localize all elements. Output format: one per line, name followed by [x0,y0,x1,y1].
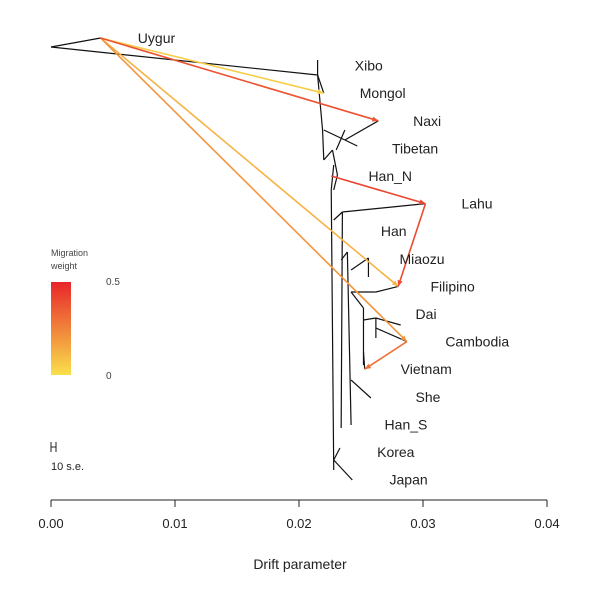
tree-edge [344,120,379,141]
x-axis-title: Drift parameter [253,556,347,572]
tree-edge [50,46,318,76]
tree-edge [333,211,343,221]
tree-edge [330,164,335,191]
tree-edge [333,459,353,481]
tip-label-xibo: Xibo [355,58,383,74]
tip-label-uygur: Uygur [138,30,176,46]
tip-label-she: She [416,389,441,405]
legend-min-label: 0 [106,371,112,382]
tree-edge [317,74,324,131]
tree-edge [350,379,372,399]
migration-arrowhead [317,89,324,95]
legend-title-line2: weight [50,261,78,271]
tree-edge [317,74,325,94]
migration-edge [100,37,379,122]
tree-edge [340,251,348,261]
tree-edge [323,149,333,161]
tree-edge [330,189,335,471]
tree-edge [340,211,343,429]
legend-max-label: 0.5 [106,277,120,288]
migration-edge [364,340,408,370]
tree-edge [321,129,325,161]
tree-edge [350,291,364,309]
migration-arrowhead [400,335,407,342]
tree-edge [50,37,101,48]
tip-label-han: Han [381,223,407,239]
tip-label-japan: Japan [390,472,428,488]
x-axis: 0.00 0.01 0.02 0.03 0.04 [38,499,560,531]
migration-arrowhead [391,280,399,287]
tip-labels: Uygur Xibo Mongol Naxi Tibetan Han_N Lahu Han Mi… [138,30,510,488]
tip-label-dai: Dai [416,306,437,322]
tip-label-cambodia: Cambodia [445,334,509,350]
tip-label-naxi: Naxi [413,113,441,129]
x-tick-label: 0.02 [286,516,311,531]
migration-edges [100,37,427,370]
tree-edge [335,129,346,151]
tree-edge [362,351,366,370]
migration-arrowhead [364,363,372,370]
x-tick-label: 0.04 [534,516,559,531]
tree-edge [375,317,401,326]
tip-label-han-n: Han_N [368,168,412,184]
migration-edge [100,37,408,343]
tip-label-tibetan: Tibetan [392,140,438,156]
tip-label-mongol: Mongol [360,85,406,101]
tree-edge [342,203,426,213]
x-tick-label: 0.00 [38,516,63,531]
x-tick-label: 0.01 [162,516,187,531]
scale-bar-label: 10 s.e. [51,461,84,473]
legend-color-bar [51,282,71,375]
migration-edge [331,175,426,205]
tip-label-miaozu: Miaozu [399,251,444,267]
migration-edge [100,37,324,94]
x-tick-label: 0.03 [410,516,435,531]
tip-label-korea: Korea [377,444,415,460]
tip-label-han-s: Han_S [385,416,428,432]
tree-edge [346,251,352,426]
tree-edge [344,139,358,147]
tree-edge [331,149,339,176]
tree-edge [375,285,399,293]
tree-edges [50,37,426,481]
migration-edge [397,203,427,287]
scale-bar: 10 s.e. [50,442,84,473]
migration-weight-legend: Migration weight 0.5 0 [50,248,120,382]
migration-arrowhead [371,116,379,122]
tip-label-lahu: Lahu [461,196,492,212]
migration-edge [100,37,399,288]
tree-edge [333,447,341,461]
legend-title-line1: Migration [51,248,88,258]
tip-label-filipino: Filipino [430,278,475,294]
tree-edge [363,317,376,321]
migration-arrowhead [397,279,403,287]
tip-label-vietnam: Vietnam [401,361,452,377]
migration-arrowhead [418,199,426,205]
